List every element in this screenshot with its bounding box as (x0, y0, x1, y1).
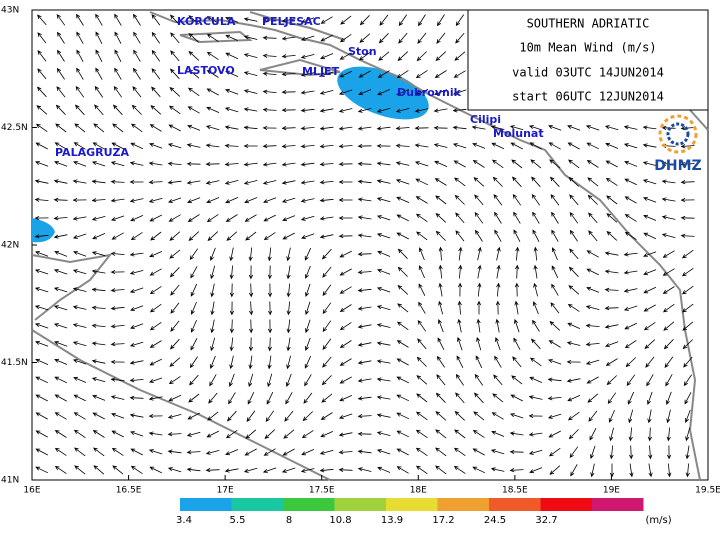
lon-tick-label: 19E (603, 486, 620, 496)
colorbar-swatch (283, 498, 335, 511)
colorbar-swatch (334, 498, 386, 511)
title-line: 10m Mean Wind (m/s) (519, 41, 656, 55)
lon-tick-label: 17E (217, 486, 234, 496)
colorbar-label: 32.7 (535, 515, 557, 526)
place-label: Molunat (493, 127, 544, 140)
wind-arrow (34, 13, 695, 478)
logo-icon (658, 114, 698, 154)
colorbar-label: 8 (286, 515, 292, 526)
lon-tick-label: 16E (23, 486, 40, 496)
colorbar-label: 10.8 (329, 515, 351, 526)
lon-tick-label: 17.5E (309, 486, 335, 496)
lat-tick-label: 42.5N (1, 123, 28, 133)
place-label: MLJET (302, 65, 340, 78)
lat-tick-label: 42N (1, 241, 19, 251)
place-label: Cilipi (470, 113, 501, 126)
colorbar-swatch (489, 498, 541, 511)
colorbar-label: 13.9 (381, 515, 403, 526)
place-label: PALAGRUZA (55, 146, 129, 159)
lon-tick-label: 16.5E (116, 486, 142, 496)
colorbar-label: 24.5 (484, 515, 506, 526)
colorbar-swatch (180, 498, 232, 511)
colorbar-label: 3.4 (176, 515, 192, 526)
lon-tick-label: 18E (410, 486, 427, 496)
place-label: Ston (348, 45, 377, 58)
place-label: Dubrovnik (397, 86, 462, 99)
colorbar-label: 5.5 (230, 515, 246, 526)
lon-tick-label: 19.5E (695, 486, 720, 496)
colorbar-swatch (592, 498, 644, 511)
lat-tick-label: 43N (1, 6, 19, 16)
wind-speed-patch (337, 66, 429, 120)
lon-tick-label: 18.5E (502, 486, 528, 496)
title-line: start 06UTC 12JUN2014 (512, 90, 664, 104)
place-label: LASTOVO (177, 64, 235, 77)
colorbar-unit: (m/s) (646, 515, 672, 526)
lat-tick-label: 41.5N (1, 358, 28, 368)
lat-tick-label: 41N (1, 476, 19, 486)
colorbar-swatch (437, 498, 489, 511)
logo-text: DHMZ (654, 158, 701, 174)
place-label: PELJESAC (262, 15, 321, 28)
place-label: KORCULA (177, 15, 236, 28)
colorbar-label: 17.2 (432, 515, 454, 526)
colorbar-swatch (540, 498, 592, 511)
title-line: SOUTHERN ADRIATIC (527, 17, 650, 31)
title-line: valid 03UTC 14JUN2014 (512, 66, 664, 80)
colorbar-swatch (231, 498, 283, 511)
title-box (467, 9, 709, 111)
colorbar-swatch (386, 498, 438, 511)
wind-vectors (34, 13, 695, 478)
